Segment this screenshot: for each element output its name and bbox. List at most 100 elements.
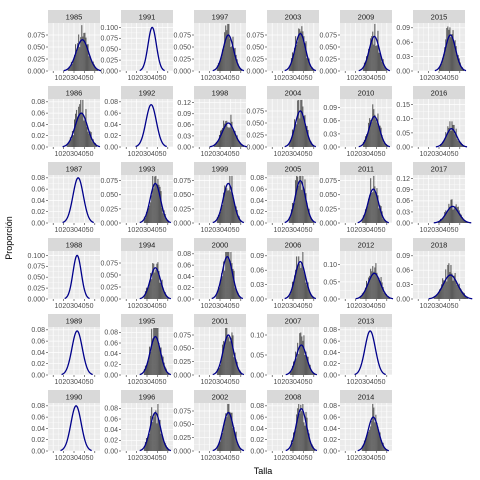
- histogram-bar: [229, 127, 230, 147]
- y-tick-label: 0.08: [177, 251, 191, 258]
- histogram-bar: [373, 176, 374, 223]
- histogram-bar: [449, 207, 450, 223]
- y-tick-label: 0.08: [250, 175, 264, 182]
- y-tick-label: 0.050: [173, 192, 191, 199]
- y-tick-label: 0.04: [323, 426, 337, 433]
- histogram-bar: [371, 421, 372, 451]
- histogram-bar: [219, 368, 220, 375]
- y-tick-label: 0.10: [250, 332, 264, 339]
- y-tick-label: 0.00: [396, 144, 410, 151]
- histogram-bar: [446, 282, 447, 299]
- y-tick-label: 0.04: [31, 426, 45, 433]
- y-tick-label: 0.06: [177, 263, 191, 270]
- histogram-bar: [229, 176, 230, 223]
- y-tick-label: 0.000: [246, 68, 264, 75]
- histogram-bar: [456, 204, 457, 223]
- histogram-bar: [157, 262, 158, 299]
- y-tick-label: 0.050: [100, 272, 118, 279]
- histogram-bar: [297, 100, 298, 147]
- histogram-bar: [451, 274, 452, 299]
- y-tick-label: 0.050: [246, 120, 264, 127]
- histogram-bar: [300, 332, 301, 375]
- x-tick-label: 1020304050: [420, 151, 459, 158]
- x-axis-title: Talla: [254, 466, 273, 476]
- histogram-bar: [220, 365, 221, 375]
- strip-label: 2007: [285, 317, 302, 326]
- histogram-bar: [226, 252, 227, 299]
- histogram-bar: [302, 252, 303, 299]
- x-tick-label: 1020304050: [128, 379, 167, 386]
- y-tick-label: 0.06: [177, 122, 191, 129]
- x-tick-label: 1020304050: [201, 379, 240, 386]
- histogram-bar: [449, 27, 450, 71]
- histogram-bar: [232, 37, 233, 71]
- y-tick-label: 0.050: [319, 44, 337, 51]
- y-tick-label: 0.06: [31, 111, 45, 118]
- histogram-bar: [82, 100, 83, 147]
- histogram-bar: [75, 44, 76, 71]
- histogram-bar: [71, 139, 72, 147]
- facet-2017: 20170.000.030.060.090.121020304050: [396, 162, 471, 234]
- y-tick-label: 0.06: [250, 415, 264, 422]
- histogram-bar: [449, 272, 450, 299]
- y-tick-label: 0.09: [323, 105, 337, 112]
- histogram-bar: [299, 176, 300, 223]
- y-tick-label: 0.09: [177, 111, 191, 118]
- y-tick-label: 0.08: [104, 330, 118, 337]
- x-tick-label: 1020304050: [420, 227, 459, 234]
- histogram-bar: [162, 208, 163, 223]
- histogram-bar: [227, 191, 228, 223]
- histogram-bar: [378, 208, 379, 223]
- strip-label: 2013: [358, 317, 375, 326]
- histogram-bar: [451, 121, 452, 147]
- facet-2015: 20150.000.030.060.091020304050: [396, 10, 466, 82]
- histogram-bar: [78, 35, 79, 71]
- y-tick-label: 0.000: [319, 68, 337, 75]
- y-tick-label: 0.08: [250, 403, 264, 410]
- y-tick-label: 0.00: [104, 448, 118, 455]
- histogram-bar: [155, 270, 156, 299]
- facet-1985: 19850.0000.0250.0500.0751020304050: [27, 10, 101, 82]
- y-tick-label: 0.000: [100, 68, 118, 75]
- strip-label: 1986: [66, 89, 83, 98]
- x-tick-label: 1020304050: [55, 303, 94, 310]
- y-tick-label: 0.08: [104, 406, 118, 413]
- histogram-bar: [80, 100, 81, 147]
- facet-2007: 20070.000.050.101020304050: [250, 314, 319, 386]
- strip-label: 1990: [66, 393, 83, 402]
- y-tick-label: 0.03: [396, 209, 410, 216]
- strip-label: 1996: [139, 393, 156, 402]
- facet-1999: 19990.0000.0250.0500.0751020304050: [173, 162, 246, 234]
- facet-2016: 20160.000.050.100.151020304050: [396, 86, 467, 158]
- histogram-bar: [301, 263, 302, 299]
- y-tick-label: 0.000: [173, 68, 191, 75]
- x-tick-label: 1020304050: [55, 227, 94, 234]
- histogram-bar: [301, 336, 302, 375]
- histogram-bar: [151, 407, 152, 451]
- histogram-bar: [82, 37, 83, 71]
- y-tick-label: 0.000: [173, 220, 191, 227]
- y-tick-label: 0.000: [100, 220, 118, 227]
- y-tick-label: 0.00: [31, 448, 45, 455]
- y-tick-label: 0.025: [100, 206, 118, 213]
- y-tick-label: 0.00: [250, 296, 264, 303]
- histogram-bar: [307, 58, 308, 71]
- histogram-bar: [153, 188, 154, 223]
- histogram-bar: [151, 279, 152, 299]
- facet-2012: 2012 0.00 0.05 0.10 1020304050: [323, 238, 393, 310]
- y-tick-label: 0.025: [173, 435, 191, 442]
- y-tick-label: 0.06: [31, 187, 45, 194]
- strip-label: 1987: [66, 165, 83, 174]
- y-tick-label: 0.050: [100, 47, 118, 54]
- histogram-bar: [222, 276, 223, 299]
- histogram-bar: [300, 405, 301, 451]
- histogram-bar: [300, 100, 301, 147]
- x-tick-label: 1020304050: [55, 75, 94, 82]
- y-tick-label: 0.00: [104, 372, 118, 379]
- histogram-bar: [303, 422, 304, 451]
- histogram-bar: [298, 186, 299, 223]
- histogram-bar: [370, 426, 371, 451]
- histogram-bar: [371, 193, 372, 223]
- strip-label: 2006: [285, 241, 302, 250]
- x-tick-label: 1020304050: [420, 303, 459, 310]
